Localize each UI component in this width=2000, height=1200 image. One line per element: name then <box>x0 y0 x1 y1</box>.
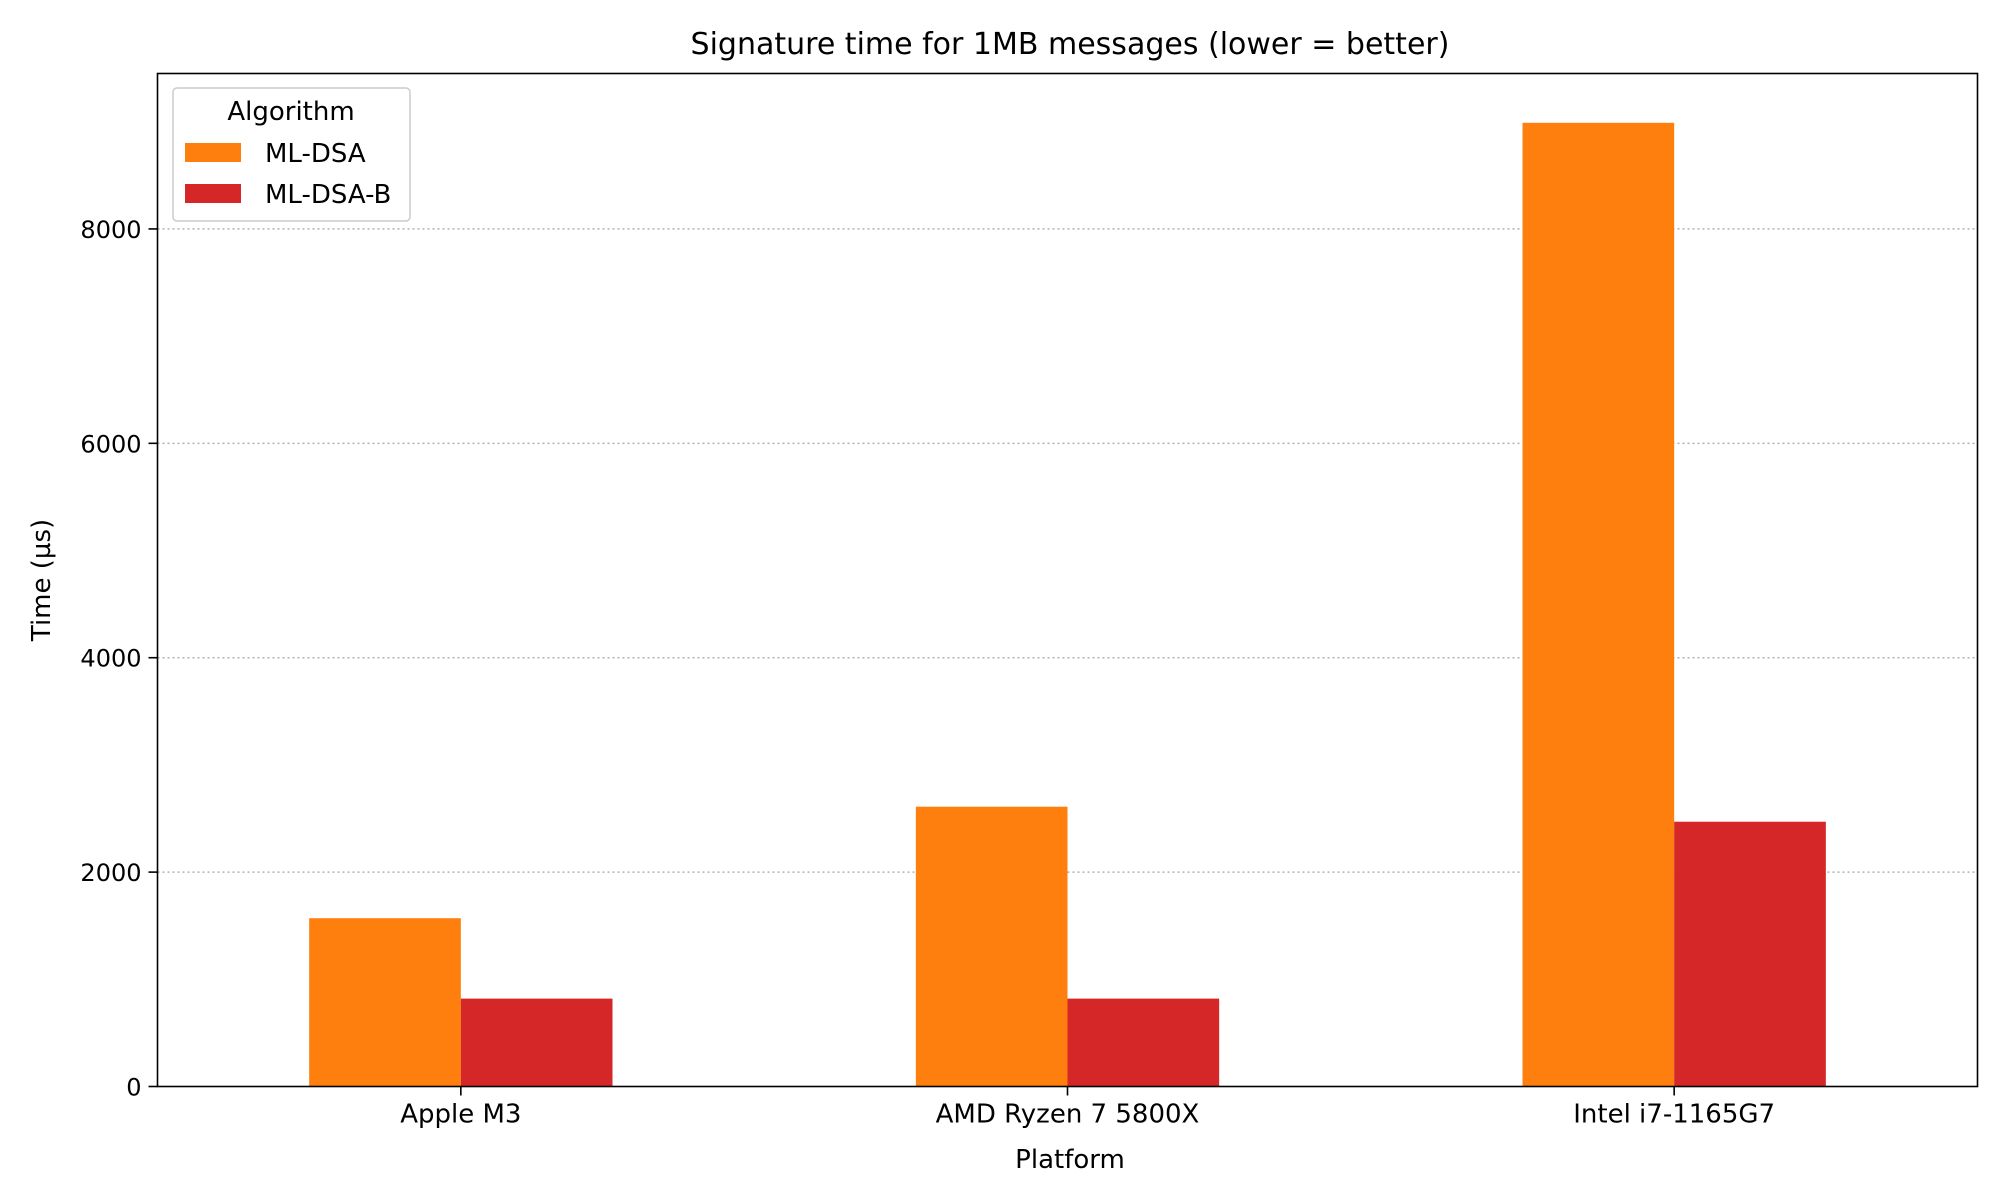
y-tick-label: 8000 <box>80 216 141 244</box>
bar-ml-dsa-b-apple-m3 <box>460 998 613 1087</box>
plot-frame <box>156 72 1979 1088</box>
chart-title: Signature time for 1MB messages (lower =… <box>691 27 1450 62</box>
y-tick-label: 6000 <box>80 430 141 458</box>
legend-swatch-ml-dsa <box>185 143 241 162</box>
legend: Algorithm ML-DSA ML-DSA-B <box>172 87 411 222</box>
legend-label-ml-dsa: ML-DSA <box>265 139 366 169</box>
axis-ticks: 0 2000 4000 6000 8000 Apple M3 AMD Ryzen 7 580… <box>80 216 1775 1130</box>
bar-ml-dsa-apple-m3 <box>309 918 461 1087</box>
legend-swatch-ml-dsa-b <box>185 184 241 203</box>
x-tick-label: Intel i7-1165G7 <box>1573 1100 1775 1130</box>
bar-ml-dsa-amd-ryzen-7-5800x <box>915 806 1068 1087</box>
legend-title: Algorithm <box>227 97 354 127</box>
bar-ml-dsa-b-intel-i7-1165g7 <box>1674 821 1826 1087</box>
x-axis-label: Platform <box>1015 1145 1125 1175</box>
x-tick-label: Apple M3 <box>400 1100 521 1130</box>
y-tick-label: 4000 <box>80 645 141 673</box>
bars <box>309 122 1826 1087</box>
legend-label-ml-dsa-b: ML-DSA-B <box>265 180 391 210</box>
y-tick-label: 0 <box>126 1074 141 1102</box>
x-tick-label: AMD Ryzen 7 5800X <box>936 1100 1200 1130</box>
bar-ml-dsa-intel-i7-1165g7 <box>1522 122 1675 1087</box>
bar-ml-dsa-b-amd-ryzen-7-5800x <box>1067 998 1220 1087</box>
y-axis-label: Time (µs) <box>27 519 57 642</box>
y-tick-label: 2000 <box>80 859 141 887</box>
